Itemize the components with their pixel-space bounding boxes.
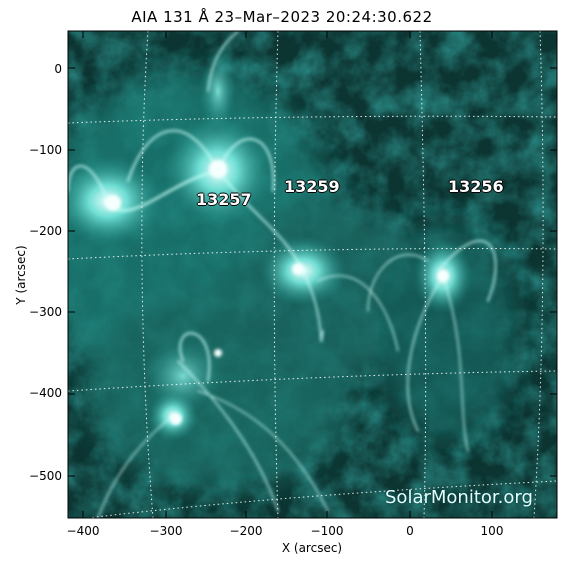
x-tick-label: −300 <box>149 524 183 538</box>
y-tick-label: −400 <box>29 386 62 400</box>
corona-render <box>38 30 558 519</box>
y-tick-label: −200 <box>29 224 62 238</box>
credit-watermark: SolarMonitor.org <box>385 487 533 508</box>
heliographic-grid <box>67 30 558 519</box>
x-tick-label: −100 <box>310 524 344 538</box>
solar-corona-image: 13257 13259 13256 <box>38 30 558 519</box>
y-tick-label: −100 <box>29 143 62 157</box>
y-tick-label: −300 <box>29 305 62 319</box>
x-tick-marks <box>82 31 493 518</box>
bright-kernels <box>105 160 449 425</box>
x-tick-label: −400 <box>66 524 100 538</box>
active-region-label: 13259 <box>284 177 340 196</box>
image-title: AIA 131 Å 23–Mar–2023 20:24:30.622 <box>131 8 433 26</box>
y-tick-marks <box>68 67 557 477</box>
x-tick-label: 100 <box>480 524 504 538</box>
y-tick-label: −500 <box>29 469 62 483</box>
active-region-label: 13257 <box>196 190 252 209</box>
coronal-loops <box>67 30 497 519</box>
x-axis-label: X (arcsec) <box>281 541 343 555</box>
y-tick-label: 0 <box>54 62 62 76</box>
x-tick-label: −200 <box>229 524 263 538</box>
active-region-label: 13256 <box>448 177 504 196</box>
x-tick-label: 0 <box>406 524 414 538</box>
